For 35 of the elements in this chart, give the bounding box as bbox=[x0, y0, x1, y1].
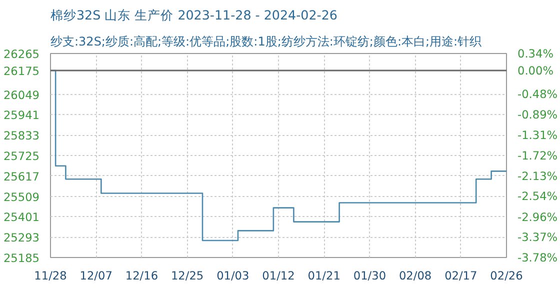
x-tick-label: 01/21 bbox=[308, 268, 340, 282]
y-tick-label: 26175 bbox=[3, 64, 40, 78]
x-tick-label: 12/25 bbox=[170, 268, 204, 282]
y-tick-label: 25941 bbox=[3, 108, 40, 122]
y2-tick-label: -0.48% bbox=[518, 87, 558, 102]
y2-tick-label: -1.31% bbox=[518, 128, 558, 142]
y-tick-label: 25617 bbox=[3, 169, 40, 184]
y2-tick-label: -0.89% bbox=[518, 107, 558, 122]
x-tick-label: 02/26 bbox=[490, 268, 523, 282]
x-tick-label: 11/28 bbox=[34, 268, 67, 282]
y2-tick-label: 0.00% bbox=[518, 63, 554, 78]
y2-tick-label: -3.37% bbox=[518, 230, 558, 244]
x-tick-label: 01/03 bbox=[216, 268, 250, 282]
y2-tick-label: 0.34% bbox=[518, 46, 554, 60]
y-tick-label: 25509 bbox=[3, 190, 40, 204]
y-tick-label: 26049 bbox=[3, 88, 40, 102]
chart-subtitle: 纱支:32S;纱质:高配;等级:优等品;股数:1股;纺纱方法:环锭纺;颜色:本白;用途:针织 bbox=[50, 34, 482, 48]
chart-title: 棉纱32S 山东 生产价 2023-11-28 - 2024-02-26 bbox=[50, 8, 338, 22]
y-tick-label: 25185 bbox=[3, 251, 40, 265]
y-tick-label: 26265 bbox=[3, 47, 40, 61]
y2-tick-label: -2.96% bbox=[518, 210, 558, 224]
y2-tick-label: -2.13% bbox=[518, 168, 558, 183]
x-tick-label: 02/17 bbox=[444, 268, 478, 282]
y2-tick-label: -3.78% bbox=[518, 250, 558, 264]
y2-tick-label: -2.54% bbox=[518, 189, 558, 204]
y-tick-label: 25725 bbox=[3, 149, 40, 163]
y2-tick-label: -1.72% bbox=[518, 148, 558, 162]
x-tick-label: 01/12 bbox=[262, 268, 295, 282]
y-tick-label: 25401 bbox=[3, 210, 40, 224]
y-tick-label: 25833 bbox=[3, 128, 40, 143]
y-tick-label: 25293 bbox=[3, 230, 40, 245]
x-tick-label: 12/07 bbox=[80, 268, 112, 282]
x-tick-label: 01/30 bbox=[353, 268, 386, 282]
x-tick-label: 12/16 bbox=[125, 268, 158, 282]
x-tick-label: 02/08 bbox=[398, 268, 432, 282]
